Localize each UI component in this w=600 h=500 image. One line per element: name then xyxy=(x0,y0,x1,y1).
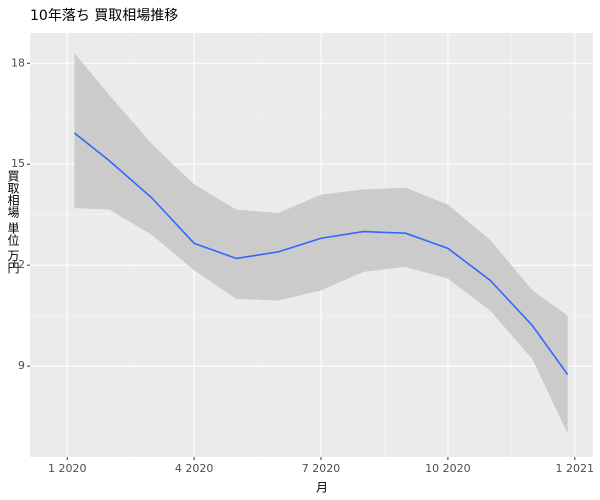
y-tick-label: 18 xyxy=(11,56,25,69)
confidence-band xyxy=(74,53,568,434)
y-tick-label: 15 xyxy=(11,157,25,170)
x-tick-label: 1 2021 xyxy=(556,462,595,475)
y-tick-label: 9 xyxy=(18,359,25,372)
chart-title: 10年落ち 買取相場推移 xyxy=(30,8,178,24)
x-tick-label: 10 2020 xyxy=(425,462,471,475)
x-axis-title: 月 xyxy=(316,481,328,495)
x-tick-label: 1 2020 xyxy=(48,462,87,475)
y-tick-label: 12 xyxy=(11,258,25,271)
x-tick-label: 7 2020 xyxy=(302,462,341,475)
x-tick-label: 4 2020 xyxy=(175,462,214,475)
smooth-line xyxy=(73,132,569,376)
y-axis-title: 買取相場 単位 万円 xyxy=(6,170,20,274)
